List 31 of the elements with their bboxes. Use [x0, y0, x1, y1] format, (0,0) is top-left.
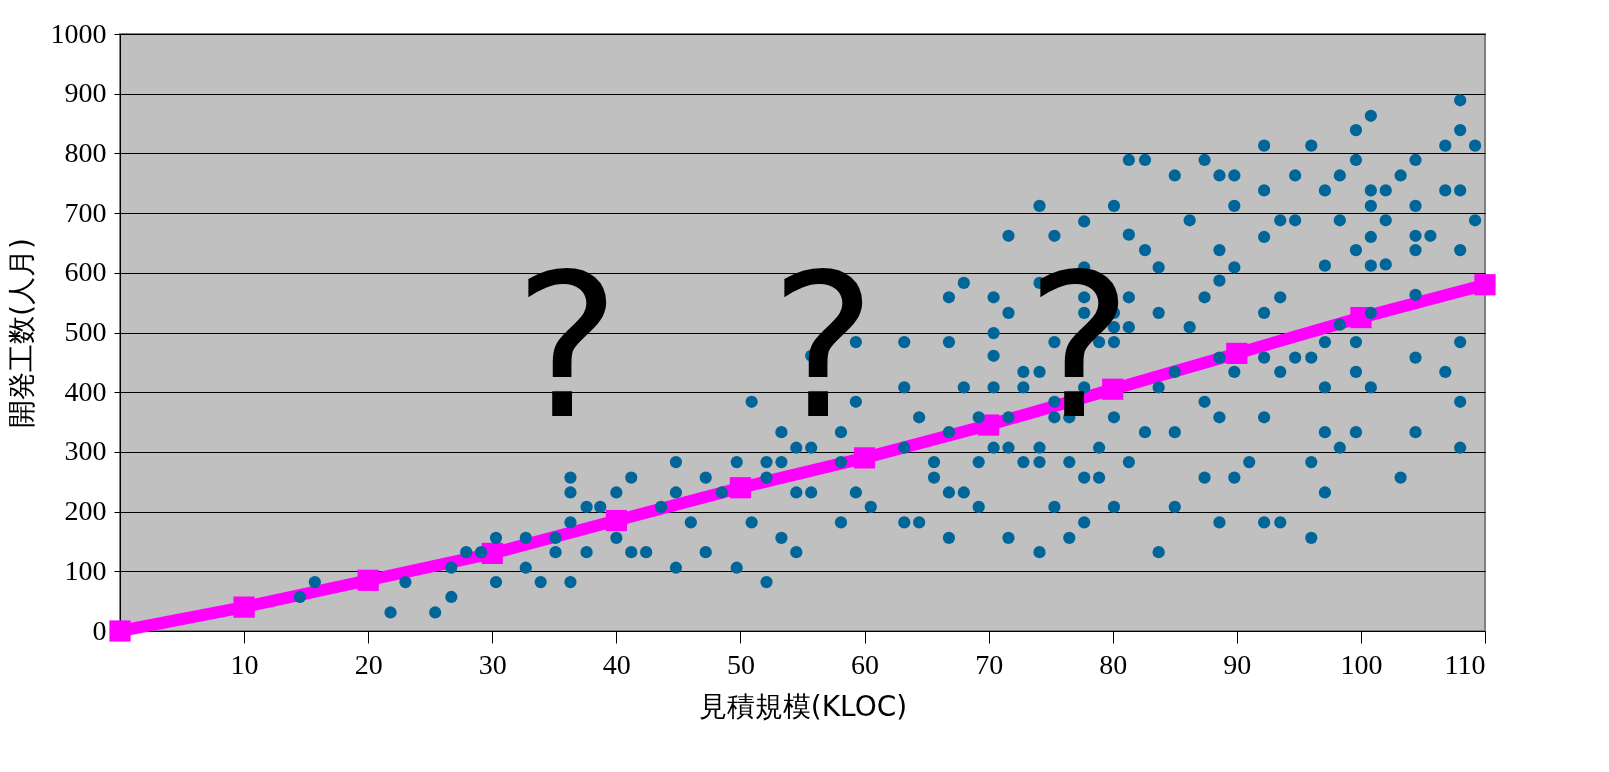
- point: [729, 477, 752, 499]
- point: [357, 569, 379, 591]
- y-tick-label: 0: [92, 614, 107, 646]
- y-tick-label: 900: [64, 77, 107, 109]
- y-tick-label: 100: [64, 554, 107, 586]
- x-tick-label: 80: [1099, 648, 1128, 680]
- x-axis-title: 見積規模(KLOC): [698, 689, 908, 723]
- x-tick-label: 90: [1223, 648, 1252, 680]
- x-tick-label: 30: [478, 648, 507, 680]
- x-tick-label: 50: [726, 648, 755, 680]
- y-tick-label: 200: [64, 495, 107, 527]
- point: [605, 509, 627, 532]
- y-tick-label: 1000: [50, 17, 107, 49]
- y-axis-title: 開発工数(人月): [4, 238, 38, 428]
- y-tick-label: 700: [64, 196, 107, 228]
- y-tick-label: 600: [64, 256, 107, 288]
- point: [233, 596, 255, 618]
- point: [1474, 274, 1496, 296]
- point: [1226, 342, 1248, 364]
- y-tick-label: 500: [64, 316, 107, 347]
- y-tick-label: 300: [64, 435, 107, 467]
- point: [109, 620, 131, 642]
- x-tick-label: 110: [1444, 648, 1486, 680]
- x-tick-label: 10: [230, 648, 259, 680]
- y-tick-label: 400: [64, 375, 107, 407]
- x-tick-label: 100: [1340, 648, 1383, 680]
- x-tick-label: 60: [851, 648, 880, 680]
- x-tick-label: 40: [602, 648, 631, 680]
- x-tick-label: 70: [975, 648, 1004, 680]
- y-tick-label: 800: [64, 136, 107, 168]
- x-tick-label: 20: [354, 648, 383, 680]
